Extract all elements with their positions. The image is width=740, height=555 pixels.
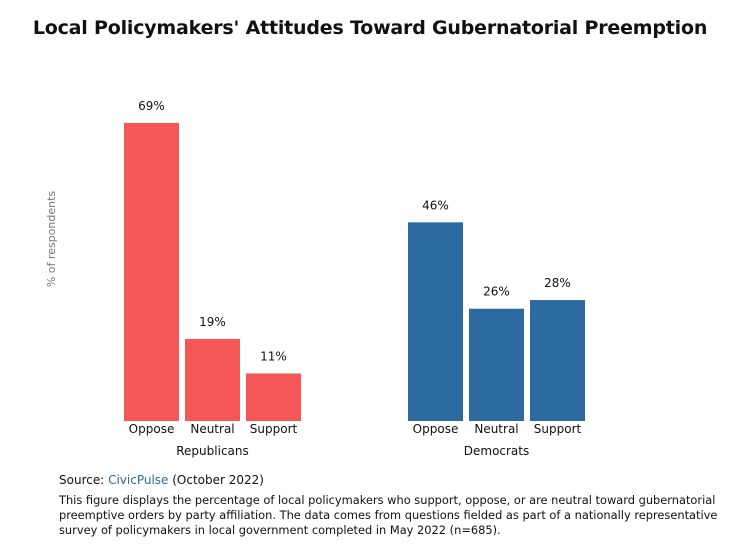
data-label: 11% — [260, 349, 287, 363]
bar-democrats-neutral — [469, 308, 524, 421]
data-label: 69% — [138, 99, 165, 113]
data-label: 28% — [544, 276, 571, 290]
x-tick-label: Support — [250, 422, 298, 436]
x-tick-label: Support — [534, 422, 582, 436]
x-tick-label: Neutral — [474, 422, 518, 436]
bar-democrats-support — [530, 300, 585, 421]
data-label: 26% — [483, 285, 510, 299]
bar-democrats-oppose — [408, 222, 463, 421]
x-tick-label: Neutral — [190, 422, 234, 436]
x-tick-label: Oppose — [129, 422, 175, 436]
source-line: Source: CivicPulse (October 2022) — [59, 473, 264, 487]
data-label: 46% — [422, 198, 449, 212]
data-label: 19% — [199, 315, 226, 329]
bar-chart: % of respondents 69% Oppose 19% Neutral 11% S… — [45, 99, 585, 458]
source-link[interactable]: CivicPulse — [108, 473, 169, 487]
chart-title: Local Policymakers' Attitudes Toward Gub… — [32, 17, 708, 39]
bar-republicans-support — [246, 373, 301, 421]
y-axis-label: % of respondents — [45, 191, 58, 288]
x-tick-label: Oppose — [413, 422, 459, 436]
group-label: Republicans — [176, 444, 249, 458]
bar-republicans-oppose — [124, 123, 179, 421]
bar-republicans-neutral — [185, 338, 240, 421]
figure-caption: This figure displays the percentage of l… — [59, 493, 718, 537]
group-label: Democrats — [464, 444, 530, 458]
source-suffix: (October 2022) — [168, 473, 264, 487]
source-prefix: Source: — [59, 473, 109, 487]
